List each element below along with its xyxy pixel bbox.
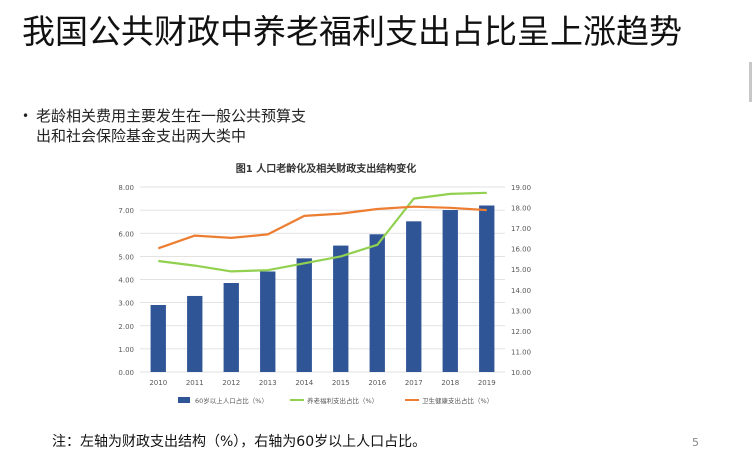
chart-axes: 0.00 1.00 2.00 3.00 4.00 5.00 6.00 7.00 8.00 10.0… xyxy=(118,184,531,387)
x-axis-tick-label: 2019 xyxy=(478,379,496,387)
right-axis-tick-label: 10.00 xyxy=(511,369,531,377)
x-axis-tick-label: 2014 xyxy=(295,379,313,387)
bar xyxy=(150,304,166,372)
right-axis-tick-label: 12.00 xyxy=(511,328,531,336)
slide-title: 我国公共财政中养老福利支出占比呈上涨趋势 xyxy=(22,12,682,51)
series-line xyxy=(158,191,487,273)
right-axis-tick-label: 16.00 xyxy=(511,246,531,254)
right-axis-tick-label: 11.00 xyxy=(511,348,531,356)
bullet-text-line-2: 出和社会保险基金支出两大类中 xyxy=(36,127,247,145)
left-axis-tick-label: 0.00 xyxy=(118,369,134,377)
x-axis-tick-label: 2013 xyxy=(259,379,277,387)
left-axis-tick-label: 3.00 xyxy=(118,300,134,308)
bar xyxy=(406,221,422,372)
bar xyxy=(333,245,349,372)
bullet-text-line-1: 老龄相关费用主要发生在一般公共预算支 xyxy=(36,107,307,125)
right-axis-tick-label: 17.00 xyxy=(511,225,531,233)
bar xyxy=(442,210,458,372)
chart-lines xyxy=(157,191,487,273)
chart-svg: 图1 人口老龄化及相关财政支出结构变化 0.00 1.00 2.00 3.00 4.00… xyxy=(118,162,531,405)
right-axis-tick-label: 18.00 xyxy=(511,205,531,213)
left-axis-tick-label: 7.00 xyxy=(118,207,134,215)
chart-legend: 60岁以上人口占比（%） 养老福利支出占比（%） 卫生健康支出占比（%） xyxy=(178,396,493,405)
series-line xyxy=(157,205,487,250)
legend-label: 卫生健康支出占比（%） xyxy=(422,396,493,405)
x-axis-tick-label: 2016 xyxy=(368,379,386,387)
bar xyxy=(296,258,312,372)
right-axis-tick-label: 13.00 xyxy=(511,307,531,315)
chart-bars xyxy=(150,205,495,372)
right-axis-tick-label: 15.00 xyxy=(511,266,531,274)
right-axis-tick-label: 14.00 xyxy=(511,287,531,295)
bar xyxy=(260,271,276,372)
right-axis-tick-label: 19.00 xyxy=(511,184,531,192)
left-axis-tick-label: 1.00 xyxy=(118,346,134,354)
bar xyxy=(223,282,239,372)
chart-container: 图1 人口老龄化及相关财政支出结构变化 0.00 1.00 2.00 3.00 4.00… xyxy=(100,152,552,414)
left-axis-tick-label: 4.00 xyxy=(118,277,134,285)
bar xyxy=(369,234,385,372)
left-axis-tick-label: 6.00 xyxy=(118,230,134,238)
left-axis-tick-label: 8.00 xyxy=(118,184,134,192)
page-number: 5 xyxy=(692,436,699,449)
footnote: 注：左轴为财政支出结构（%），右轴为60岁以上人口占比。 xyxy=(52,434,427,450)
x-axis-tick-label: 2012 xyxy=(222,379,240,387)
x-axis-tick-label: 2017 xyxy=(405,379,423,387)
legend-swatch-bar xyxy=(178,397,190,403)
left-axis-tick-label: 5.00 xyxy=(118,253,134,261)
x-axis-tick-label: 2015 xyxy=(332,379,350,387)
bar xyxy=(187,295,203,372)
legend-label: 60岁以上人口占比（%） xyxy=(195,396,268,405)
x-axis-tick-label: 2010 xyxy=(149,379,167,387)
bar xyxy=(479,205,495,372)
bullet-dot-icon: • xyxy=(22,109,30,123)
x-axis-tick-label: 2018 xyxy=(441,379,459,387)
x-axis-tick-label: 2011 xyxy=(186,379,204,387)
left-axis-tick-label: 2.00 xyxy=(118,323,134,331)
legend-label: 养老福利支出占比（%） xyxy=(307,396,378,405)
slide-edge-divider xyxy=(749,62,752,102)
chart-title: 图1 人口老龄化及相关财政支出结构变化 xyxy=(236,162,416,175)
